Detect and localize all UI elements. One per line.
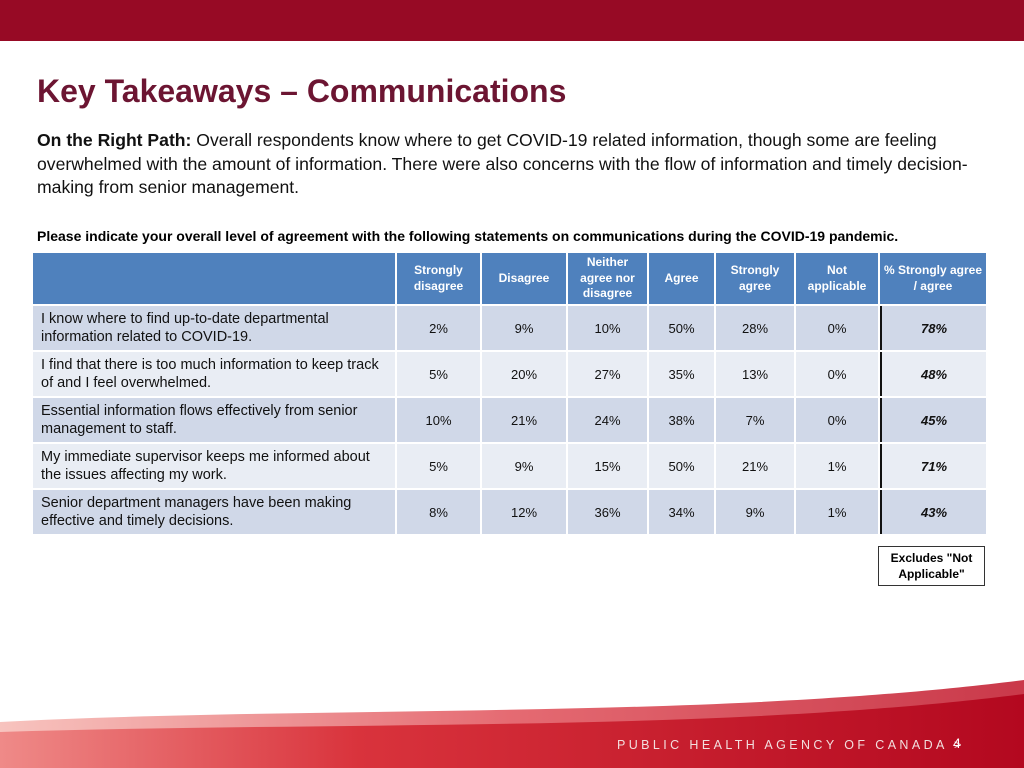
footer-wave-decoration [0,680,1024,768]
header-cell: Neither agree nor disagree [568,253,647,304]
value-cell: 2% [397,306,480,350]
value-cell: 50% [649,306,714,350]
header-cell: Strongly disagree [397,253,480,304]
value-cell: 21% [482,398,566,442]
value-cell: 9% [482,306,566,350]
value-cell: 15% [568,444,647,488]
table-row: I find that there is too much informatio… [33,352,986,396]
survey-question: Please indicate your overall level of ag… [37,228,899,244]
value-cell: 5% [397,352,480,396]
intro-lead: On the Right Path: [37,130,192,150]
header-cell: Disagree [482,253,566,304]
value-cell: 35% [649,352,714,396]
value-cell: 12% [482,490,566,534]
value-cell: 7% [716,398,794,442]
agree-total-cell: 78% [880,306,986,350]
value-cell: 21% [716,444,794,488]
agree-total-cell: 71% [880,444,986,488]
table-row: I know where to find up-to-date departme… [33,306,986,350]
table-row: My immediate supervisor keeps me informe… [33,444,986,488]
value-cell: 0% [796,306,878,350]
value-cell: 36% [568,490,647,534]
table-row: Essential information flows effectively … [33,398,986,442]
value-cell: 13% [716,352,794,396]
agency-wordmark: PUBLIC HEALTH AGENCY OF CANADA > [617,738,965,752]
value-cell: 20% [482,352,566,396]
value-cell: 9% [716,490,794,534]
value-cell: 5% [397,444,480,488]
page-number: 4 [953,735,961,751]
value-cell: 1% [796,444,878,488]
agree-total-cell: 45% [880,398,986,442]
statement-cell: My immediate supervisor keeps me informe… [33,444,395,488]
header-cell: Not applicable [796,253,878,304]
value-cell: 28% [716,306,794,350]
statement-cell: I know where to find up-to-date departme… [33,306,395,350]
value-cell: 8% [397,490,480,534]
agree-total-cell: 48% [880,352,986,396]
top-color-band [0,0,1024,41]
statement-cell: Essential information flows effectively … [33,398,395,442]
table-row: Senior department managers have been mak… [33,490,986,534]
value-cell: 0% [796,352,878,396]
intro-body: Overall respondents know where to get CO… [37,130,968,197]
value-cell: 0% [796,398,878,442]
header-cell: Strongly agree [716,253,794,304]
slide-title: Key Takeaways – Communications [37,73,567,109]
value-cell: 24% [568,398,647,442]
value-cell: 27% [568,352,647,396]
exclusion-note: Excludes "Not Applicable" [878,546,985,586]
value-cell: 9% [482,444,566,488]
value-cell: 38% [649,398,714,442]
statement-cell: Senior department managers have been mak… [33,490,395,534]
header-cell: Agree [649,253,714,304]
intro-paragraph: On the Right Path: Overall respondents k… [37,129,997,200]
results-table: Strongly disagree Disagree Neither agree… [31,251,988,536]
value-cell: 34% [649,490,714,534]
statement-cell: I find that there is too much informatio… [33,352,395,396]
agree-total-cell: 43% [880,490,986,534]
header-cell [33,253,395,304]
header-cell: % Strongly agree / agree [880,253,986,304]
value-cell: 10% [568,306,647,350]
value-cell: 1% [796,490,878,534]
table-header-row: Strongly disagree Disagree Neither agree… [33,253,986,304]
value-cell: 10% [397,398,480,442]
value-cell: 50% [649,444,714,488]
